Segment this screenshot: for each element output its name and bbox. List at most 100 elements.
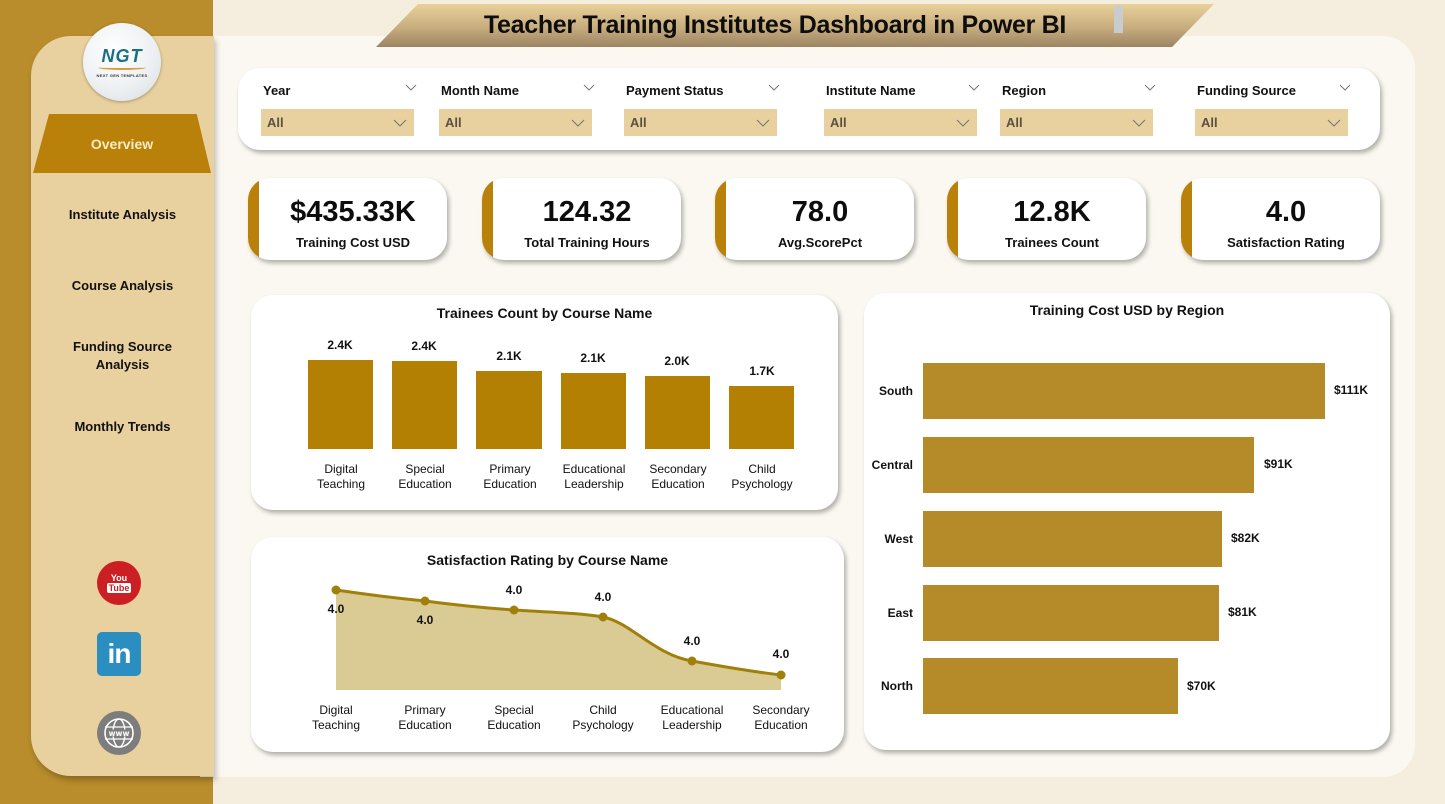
axis-category-label: Primary Education: [483, 462, 537, 491]
data-label: $81K: [1228, 605, 1257, 619]
bar-secondary-education[interactable]: [645, 376, 710, 449]
chevron-down-icon: [393, 119, 407, 127]
chevron-down-icon: [756, 119, 770, 127]
linkedin-icon[interactable]: in: [97, 632, 141, 676]
kpi-label: Satisfaction Rating: [1227, 235, 1345, 250]
data-label: $91K: [1264, 457, 1293, 471]
youtube-you-text: You: [110, 573, 128, 583]
data-label: 4.0: [772, 647, 790, 661]
filter-label: Year: [263, 83, 291, 98]
kpi-accent: [947, 178, 958, 260]
data-point[interactable]: [598, 612, 608, 622]
bar-south[interactable]: [923, 363, 1325, 419]
data-point[interactable]: [687, 656, 697, 666]
kpi-accent: [1181, 178, 1192, 260]
chevron-down-icon[interactable]: [1338, 80, 1352, 94]
month-name-dropdown[interactable]: All: [439, 109, 592, 136]
bar-educational-leadership[interactable]: [561, 373, 626, 449]
bar-north[interactable]: [923, 658, 1178, 714]
dropdown-value: All: [1201, 115, 1218, 130]
sidebar-item-course-analysis[interactable]: Course Analysis: [31, 277, 214, 295]
axis-category-label: Special Education: [487, 703, 541, 732]
sidebar-item-institute-analysis[interactable]: Institute Analysis: [31, 206, 214, 224]
filter-label: Region: [1002, 83, 1047, 98]
bar-special-education[interactable]: [392, 361, 457, 449]
bar-child-psychology[interactable]: [729, 386, 794, 449]
kpi-value: $435.33K: [290, 196, 416, 228]
axis-category-label: Child Psychology: [731, 462, 793, 491]
chevron-down-icon[interactable]: [582, 80, 596, 94]
axis-category-label: Central: [871, 458, 913, 472]
institute-name-dropdown[interactable]: All: [824, 109, 977, 136]
sidebar-item-label: Monthly Trends: [74, 419, 171, 434]
payment-status-dropdown[interactable]: All: [624, 109, 777, 136]
data-point[interactable]: [331, 585, 341, 595]
kpi-trainees-count: 12.8K Trainees Count: [947, 178, 1146, 260]
data-label: 2.4K: [327, 338, 353, 352]
data-label: 4.0: [327, 602, 345, 616]
kpi-accent: [482, 178, 493, 260]
kpi-accent: [248, 178, 259, 260]
sidebar-item-overview[interactable]: Overview: [33, 114, 211, 173]
chevron-down-icon: [571, 119, 585, 127]
axis-category-label: South: [879, 384, 913, 398]
bar-east[interactable]: [923, 585, 1219, 641]
sidebar-item-monthly-trends[interactable]: Monthly Trends: [31, 418, 214, 436]
bar-central[interactable]: [923, 437, 1254, 493]
chevron-down-icon[interactable]: [967, 80, 981, 94]
data-label: 1.7K: [749, 364, 775, 378]
chart-title: Training Cost USD by Region: [1029, 302, 1225, 318]
dropdown-value: All: [630, 115, 647, 130]
chevron-down-icon[interactable]: [767, 80, 781, 94]
kpi-label: Avg.ScorePct: [777, 235, 863, 250]
year-dropdown[interactable]: All: [261, 109, 414, 136]
axis-category-label: Digital Teaching: [311, 703, 361, 732]
data-label: 2.1K: [580, 351, 606, 365]
chart-title: Satisfaction Rating by Course Name: [426, 552, 669, 568]
chevron-down-icon: [956, 119, 970, 127]
data-label: 4.0: [683, 634, 701, 648]
kpi-label: Total Training Hours: [524, 235, 650, 250]
sidebar-item-funding-source-analysis[interactable]: Funding Source Analysis: [31, 338, 214, 374]
bar-primary-education[interactable]: [476, 371, 542, 449]
svg-text:www: www: [109, 729, 130, 738]
region-dropdown[interactable]: All: [1000, 109, 1153, 136]
data-label: 4.0: [416, 613, 434, 627]
youtube-icon[interactable]: You Tube: [97, 561, 141, 605]
chevron-down-icon[interactable]: [1143, 80, 1157, 94]
kpi-satisfaction-rating: 4.0 Satisfaction Rating: [1181, 178, 1380, 260]
filter-label: Month Name: [441, 83, 519, 98]
chevron-down-icon: [1327, 119, 1341, 127]
globe-icon: www: [104, 718, 134, 748]
bar-west[interactable]: [923, 511, 1222, 567]
title-decorative-marker: [1114, 6, 1123, 33]
logo-subtitle: NEXT GEN TEMPLATES: [96, 73, 148, 78]
logo-swoosh-icon: [98, 65, 146, 70]
axis-category-label: North: [881, 679, 913, 693]
chevron-down-icon[interactable]: [404, 80, 418, 94]
kpi-accent: [715, 178, 726, 260]
data-point[interactable]: [776, 670, 786, 680]
data-label: $82K: [1231, 531, 1260, 545]
dropdown-value: All: [830, 115, 847, 130]
globe-www-icon[interactable]: www: [97, 711, 141, 755]
data-point[interactable]: [509, 605, 519, 615]
data-label: $111K: [1334, 383, 1369, 397]
title-banner: Teacher Training Institutes Dashboard in…: [376, 4, 1214, 47]
data-label: 4.0: [505, 583, 523, 597]
data-label: 4.0: [594, 590, 612, 604]
bar-digital-teaching[interactable]: [308, 360, 373, 449]
filter-label: Payment Status: [626, 83, 724, 98]
data-point[interactable]: [420, 596, 430, 606]
filter-label: Institute Name: [826, 83, 916, 98]
filter-bar: Year All Month Name All Payment Status A…: [238, 68, 1380, 150]
data-label: 2.4K: [411, 339, 437, 353]
funding-source-dropdown[interactable]: All: [1195, 109, 1348, 136]
kpi-value: 78.0: [791, 196, 849, 228]
kpi-training-cost: $435.33K Training Cost USD: [248, 178, 447, 260]
axis-category-label: Secondary Education: [649, 462, 707, 491]
ngt-logo: NGT NEXT GEN TEMPLATES: [83, 23, 161, 101]
sidebar-item-label: Funding Source Analysis: [73, 339, 172, 372]
kpi-value: 124.32: [542, 196, 632, 228]
